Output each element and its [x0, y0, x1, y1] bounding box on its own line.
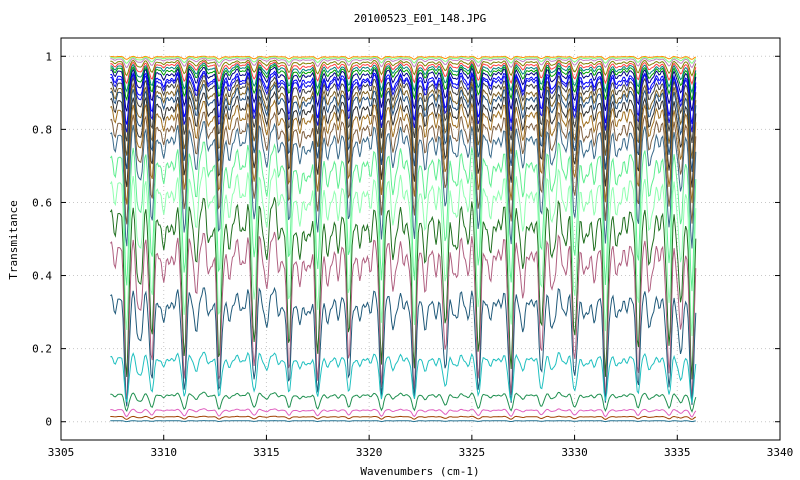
y-tick-label: 0.2 — [32, 343, 52, 356]
series-line-3 — [110, 57, 697, 69]
series-line-4 — [110, 59, 697, 77]
series-line-23 — [110, 351, 697, 403]
series-line-14 — [110, 90, 697, 188]
x-tick-label: 3320 — [356, 446, 383, 459]
series-line-2 — [110, 56, 697, 64]
series-line-11 — [110, 75, 697, 144]
x-tick-label: 3335 — [664, 446, 691, 459]
series-line-10 — [110, 72, 697, 133]
x-tick-label: 3340 — [767, 446, 794, 459]
series-line-16 — [110, 111, 697, 225]
series-line-1 — [110, 55, 697, 60]
y-tick-label: 0.6 — [32, 196, 52, 209]
series-line-18 — [109, 141, 697, 292]
x-tick-label: 3325 — [459, 446, 486, 459]
series-line-24 — [110, 391, 697, 413]
x-tick-label: 3305 — [48, 446, 75, 459]
y-tick-label: 0.4 — [32, 270, 52, 283]
series-line-13 — [109, 83, 697, 172]
y-tick-label: 0 — [45, 416, 52, 429]
y-tick-label: 0.8 — [32, 123, 52, 136]
series-line-27 — [110, 420, 696, 423]
series-line-25 — [110, 408, 697, 418]
series-line-22 — [110, 286, 697, 407]
chart-title: 20100523_E01_148.JPG — [354, 12, 486, 25]
y-tick-label: 1 — [45, 50, 52, 63]
series-line-15 — [110, 99, 697, 205]
plot-frame — [60, 37, 781, 441]
series-group — [109, 55, 697, 423]
axis-ticks: 3305 3310 3315 3320 3325 3330 3335 3340 0 0.2 0.4 0… — [32, 38, 793, 459]
series-line-7 — [110, 64, 697, 102]
series-line-5 — [110, 60, 697, 86]
series-line-19 — [109, 166, 697, 337]
x-axis-label: Wavenumbers (cm-1) — [360, 465, 479, 478]
series-line-21 — [109, 231, 697, 403]
series-line-20 — [109, 197, 697, 380]
series-line-12 — [110, 80, 697, 159]
series-line-6 — [110, 62, 697, 95]
x-tick-label: 3315 — [253, 446, 280, 459]
y-axis-label: Transmitance — [7, 200, 20, 279]
series-line-8 — [110, 66, 697, 112]
x-tick-label: 3330 — [561, 446, 588, 459]
series-line-9 — [110, 70, 697, 125]
series-line-17 — [110, 120, 697, 249]
series-line-26 — [110, 415, 697, 420]
x-tick-label: 3310 — [150, 446, 177, 459]
